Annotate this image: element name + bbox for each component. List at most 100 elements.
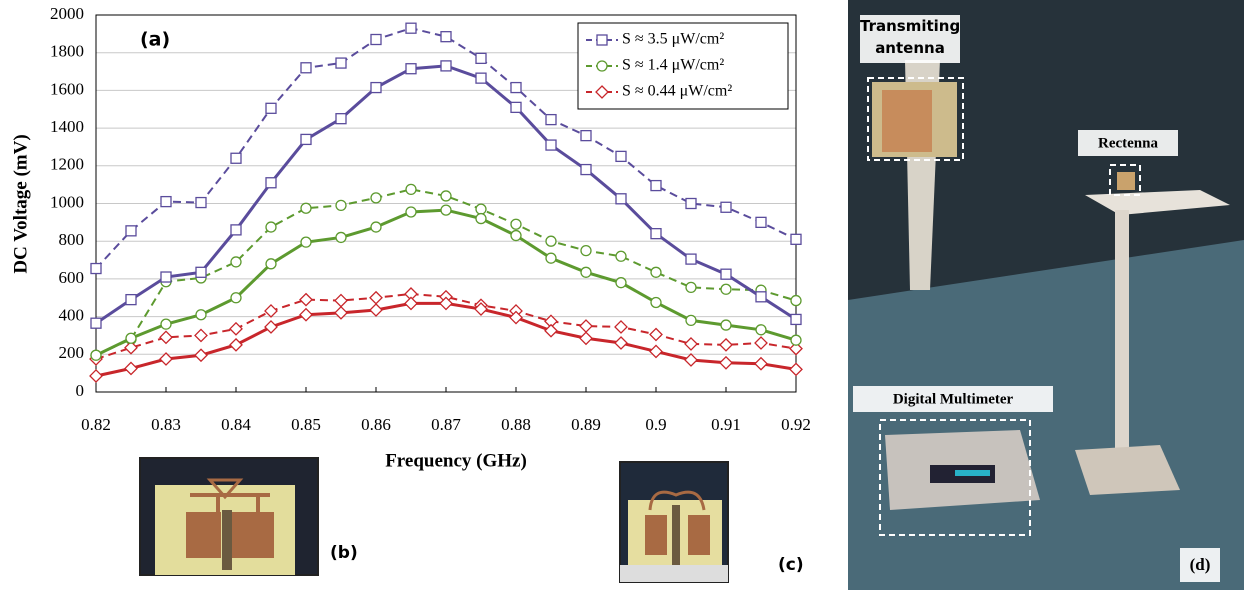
y-tick-label: 1200 [50, 155, 84, 174]
marker [230, 224, 242, 236]
marker [195, 309, 207, 321]
marker [405, 22, 417, 34]
marker [475, 212, 487, 225]
marker [370, 221, 382, 233]
legend-box [577, 22, 789, 110]
legend-label: S ≈ 0.44 μW/cm² [622, 83, 732, 100]
marker [720, 319, 732, 331]
panel-label: (a) [140, 29, 170, 51]
marker [264, 320, 278, 334]
photo-d [848, 0, 1244, 590]
marker [545, 235, 557, 247]
marker [614, 336, 628, 350]
marker [650, 266, 662, 278]
marker [265, 177, 277, 189]
marker [579, 331, 593, 346]
marker [580, 129, 592, 142]
marker [335, 57, 347, 69]
marker [90, 262, 102, 275]
marker [510, 81, 522, 94]
marker [160, 318, 172, 330]
panel-label: (d) [1190, 555, 1211, 574]
plot-frame [95, 14, 797, 393]
marker [440, 190, 452, 202]
marker [159, 330, 173, 345]
antenna-label: Transmiting antenna [860, 17, 960, 57]
marker [334, 293, 348, 308]
marker [405, 183, 417, 196]
panel-label: (b) [330, 543, 358, 563]
legend: S ≈ 3.5 μW/cm² S ≈ 1.4 μW/cm² S ≈ 0.44 μW/… [577, 22, 789, 110]
marker [230, 256, 242, 268]
marker [614, 320, 628, 334]
marker [684, 353, 698, 367]
marker [369, 303, 383, 317]
marker [90, 349, 102, 361]
marker [440, 204, 452, 216]
marker [615, 250, 627, 262]
y-tick-label: 400 [59, 306, 85, 325]
marker [474, 302, 488, 316]
marker [300, 133, 312, 146]
label-wrap: Transmiting antenna [860, 17, 960, 57]
y-tick-label: 2000 [50, 4, 84, 23]
y-tick-label: 1800 [50, 42, 84, 61]
marker [89, 369, 103, 383]
marker [124, 361, 138, 376]
marker [194, 348, 208, 363]
y-tick-label: 1400 [50, 117, 84, 136]
marker [650, 296, 662, 309]
marker [370, 192, 382, 204]
marker [719, 337, 733, 352]
marker [649, 344, 663, 359]
marker [265, 221, 277, 233]
marker [720, 201, 732, 213]
marker [685, 197, 697, 210]
marker [615, 193, 627, 205]
series [89, 296, 803, 383]
x-tick-label: 0.85 [291, 415, 321, 434]
x-tick-label: 0.87 [431, 415, 461, 434]
marker [264, 304, 278, 318]
marker [160, 195, 172, 208]
legend-label: S ≈ 3.5 μW/cm² [622, 31, 724, 48]
marker [300, 62, 312, 74]
marker [125, 225, 137, 237]
marker [580, 244, 592, 257]
marker [265, 102, 277, 114]
marker [90, 317, 102, 329]
marker [510, 101, 522, 114]
marker [755, 324, 767, 336]
marker [615, 150, 627, 163]
marker [596, 34, 608, 46]
line [95, 292, 797, 360]
marker [195, 266, 207, 278]
marker [650, 228, 662, 240]
marker [194, 328, 208, 343]
marker [160, 271, 172, 283]
x-tick-label: 0.9 [645, 415, 666, 434]
marker [615, 277, 627, 289]
marker [475, 203, 487, 215]
marker [790, 294, 802, 307]
marker [754, 336, 768, 350]
y-tick-label: 800 [59, 230, 85, 249]
marker [685, 253, 697, 265]
marker [719, 355, 733, 370]
y-tick-label: 1600 [50, 79, 84, 98]
marker [335, 113, 347, 125]
y-tick-label: 0 [76, 381, 85, 400]
marker [649, 327, 663, 342]
marker [440, 31, 452, 43]
marker [579, 319, 593, 333]
marker [545, 252, 557, 264]
y-axis-label: DC Voltage (mV) [10, 134, 31, 273]
marker [299, 292, 313, 307]
marker [580, 163, 592, 176]
marker [229, 321, 243, 336]
marker [509, 310, 523, 325]
marker [195, 196, 207, 209]
marker [475, 52, 487, 65]
marker [685, 314, 697, 327]
